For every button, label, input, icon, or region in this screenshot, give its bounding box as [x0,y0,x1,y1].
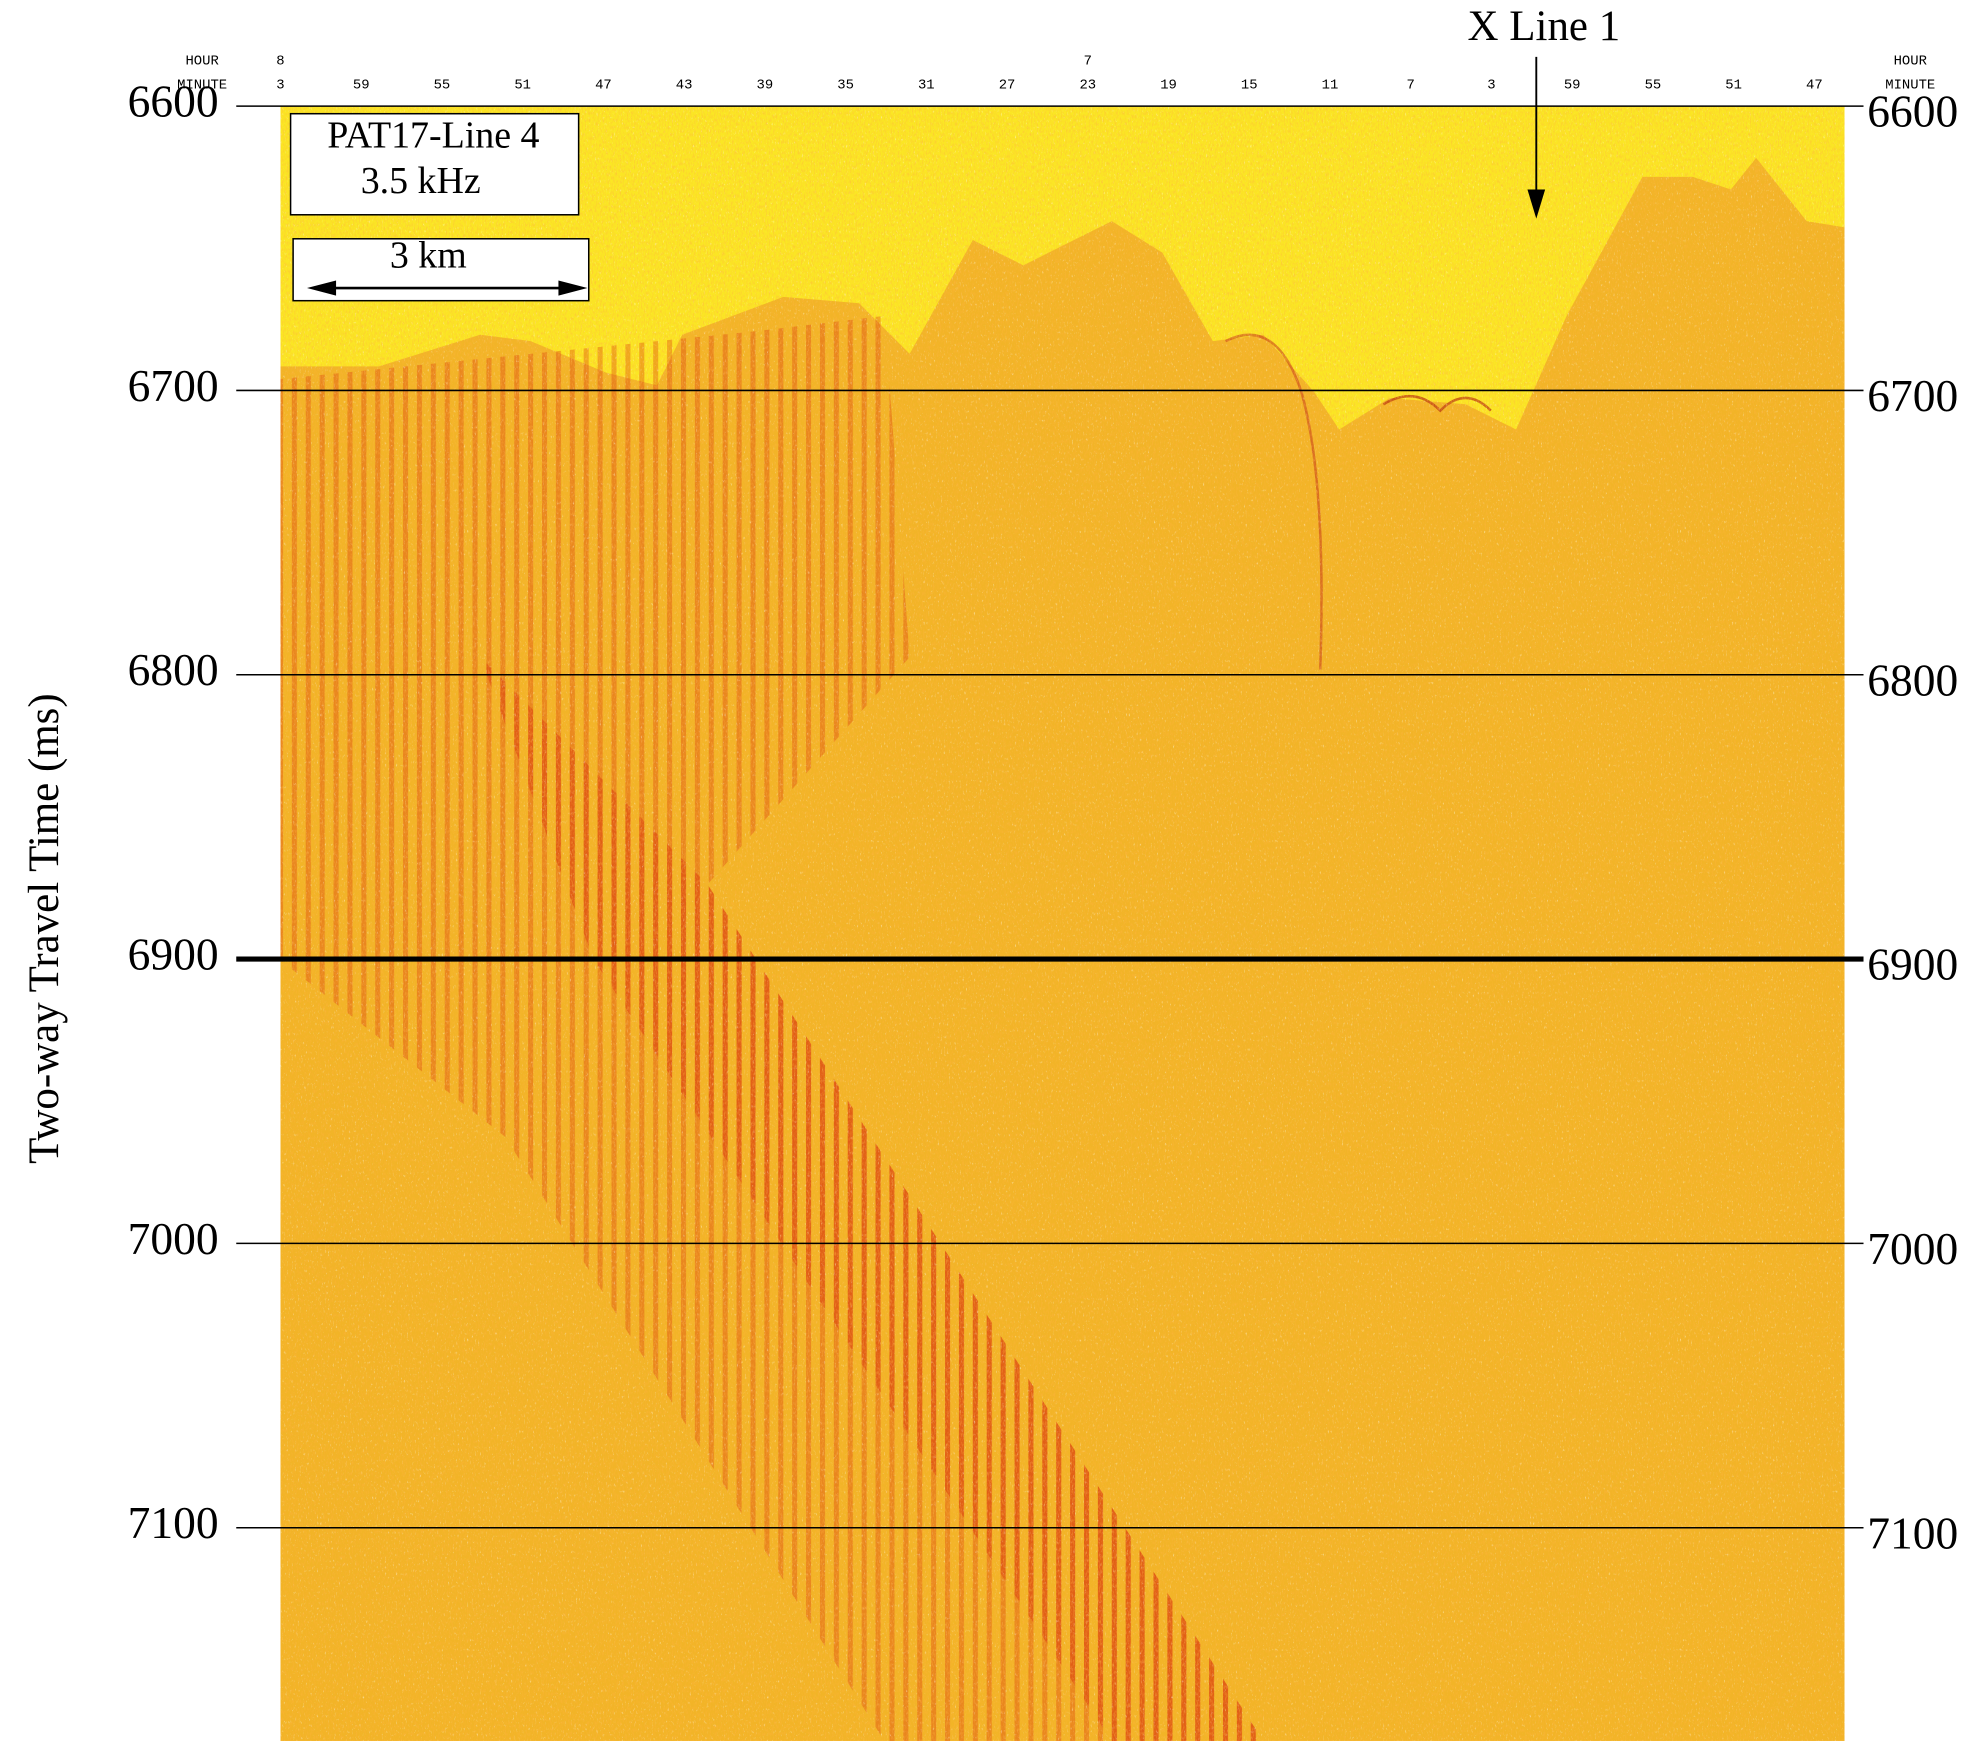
minute-label: 47 [1806,77,1823,93]
y-tick-label-right: 6700 [1867,370,1958,421]
y-tick-label: 6700 [128,360,219,411]
y-axis-label: Two-way Travel Time (ms) [21,693,68,1164]
y-tick-label-right: 6600 [1867,86,1958,137]
y-tick-label-right: 7000 [1867,1223,1958,1274]
y-tick-label: 6900 [128,929,219,980]
y-tick-label: 6800 [128,644,219,695]
seismic-image [280,106,1845,1741]
arrowhead [558,280,588,296]
minute-title: MINUTE [1885,77,1935,93]
minute-label: 47 [595,77,612,93]
minute-label: 3 [1487,77,1495,93]
minute-label: 55 [1645,77,1662,93]
minute-label: 27 [999,77,1016,93]
minute-title: MINUTE [177,77,227,93]
minute-label: 11 [1322,77,1339,93]
minute-label: 39 [757,77,774,93]
minute-label: 35 [837,77,854,93]
hour-label: 8 [276,53,284,69]
y-tick-label-right: 6800 [1867,654,1958,705]
hour-title: HOUR [1894,53,1927,69]
y-tick-label: 6600 [128,76,219,127]
minute-label: 19 [1160,77,1177,93]
y-tick-label-right: 6900 [1867,939,1958,990]
minute-label: 59 [353,77,370,93]
profile-label: PAT17-Line 4 [327,115,539,157]
minute-label: 51 [1725,77,1742,93]
minute-label: 55 [434,77,451,93]
crossing-label: X Line 1 [1468,3,1621,50]
label-box [289,112,580,216]
frequency-label: 3.5 kHz [361,160,481,202]
plot: 6600 6600 6700 6700 6800 6800 6900 6900 7000 7000… [21,3,1958,1741]
y-tick-label: 7100 [128,1497,219,1548]
hour-label: 7 [1084,53,1092,69]
minute-label: 31 [918,77,935,93]
scale-label: 3 km [390,235,467,277]
axes: 6600 6600 6700 6700 6800 6800 6900 6900 7000 7000… [128,53,1959,1558]
minute-label: 15 [1241,77,1258,93]
minute-label: 3 [276,77,284,93]
y-tick-label-right: 7100 [1867,1507,1958,1558]
minute-label: 7 [1407,77,1415,93]
minute-label: 59 [1564,77,1581,93]
minute-label: 43 [676,77,693,93]
minute-label: 51 [514,77,531,93]
scale-box [292,238,590,302]
hour-title: HOUR [185,53,218,69]
y-tick-label: 7000 [128,1213,219,1264]
minute-label: 23 [1079,77,1096,93]
arrowhead [1527,189,1546,219]
arrowhead [307,280,337,296]
